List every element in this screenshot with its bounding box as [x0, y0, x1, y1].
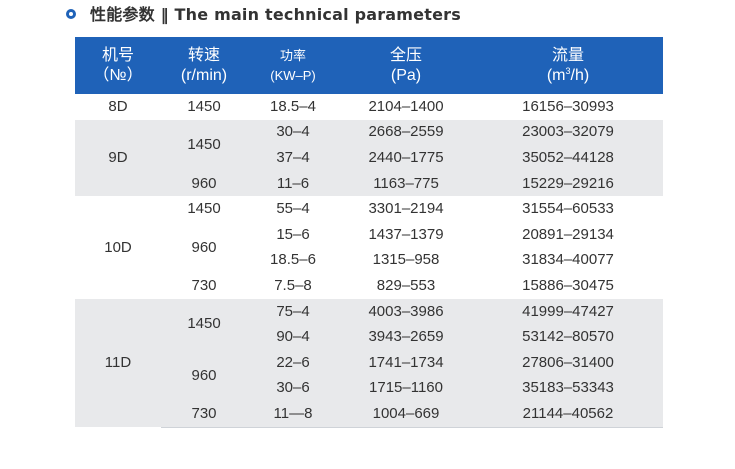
table-row: 730 11—8 1004–669 21144–40562	[75, 401, 663, 428]
pressure-cell: 1741–1734	[339, 349, 473, 376]
pressure-cell: 1437–1379	[339, 221, 473, 248]
table-row: 37–4 2440–1775 35052–44128	[75, 145, 663, 171]
pressure-cell: 3301–2194	[339, 196, 473, 222]
table-row: 8D 1450 18.5–4 2104–1400 16156–30993	[75, 94, 663, 120]
speed-cell: 1450	[161, 196, 247, 222]
pressure-cell: 829–553	[339, 273, 473, 299]
speed-cell: 730	[161, 273, 247, 299]
column-header-flow: 流量 (m3/h)	[473, 37, 663, 94]
pressure-cell: 2440–1775	[339, 145, 473, 171]
column-title: 机号	[101, 46, 134, 64]
flow-cell: 21144–40562	[473, 401, 663, 428]
speed-cell: 1450	[161, 119, 247, 171]
speed-cell: 960	[161, 170, 247, 197]
pressure-cell: 1163–775	[339, 170, 473, 197]
speed-cell: 960	[161, 221, 247, 274]
ring-bullet-icon	[66, 8, 76, 19]
table-header-row: 机号 （№） 转速 (r/min) 功率 (KW–P) 全压 (Pa) 流量 (…	[75, 37, 663, 94]
unit-text: /h)	[570, 66, 590, 84]
speed-cell: 1450	[161, 94, 247, 120]
speed-cell: 730	[161, 401, 247, 428]
flow-cell: 27806–31400	[473, 349, 663, 376]
pressure-cell: 1315–958	[339, 247, 473, 274]
table-row: 9D 1450 30–4 2668–2559 23003–32079	[75, 119, 663, 197]
flow-cell: 15886–30475	[473, 273, 663, 299]
pressure-cell: 1004–669	[339, 401, 473, 428]
column-unit: (KW–P)	[270, 67, 316, 83]
column-title: 全压	[389, 46, 422, 64]
column-header-model: 机号 （№）	[75, 37, 161, 94]
column-unit: (m3/h)	[473, 66, 663, 86]
table-row: 960 15–6 1437–1379 20891–29134	[75, 221, 663, 274]
column-title: 流量	[551, 46, 584, 64]
power-cell: 11—8	[247, 401, 339, 428]
pressure-cell: 2668–2559	[339, 119, 473, 146]
column-header-speed: 转速 (r/min)	[161, 37, 247, 94]
table-row: 10D 1450 55–4 3301–2194 31554–60533	[75, 196, 663, 299]
section-title: 性能参数 ‖ The main technical parameters	[90, 5, 461, 24]
model-cell: 10D	[75, 196, 161, 299]
table-row: 30–6 1715–1160 35183–53343	[75, 375, 663, 402]
pressure-cell: 1715–1160	[339, 375, 473, 402]
flow-cell: 16156–30993	[473, 94, 663, 120]
unit-superscript: 3	[565, 65, 571, 76]
power-cell: 55–4	[247, 196, 339, 222]
power-cell: 37–4	[247, 145, 339, 171]
power-cell: 7.5–8	[247, 273, 339, 299]
flow-cell: 31554–60533	[473, 196, 663, 222]
model-cell: 9D	[75, 119, 161, 197]
column-title: 功率	[279, 47, 306, 63]
flow-cell: 35183–53343	[473, 375, 663, 402]
pressure-cell: 2104–1400	[339, 94, 473, 120]
column-unit: （№）	[93, 66, 143, 84]
model-cell: 11D	[75, 298, 161, 428]
parameters-table: 机号 （№） 转速 (r/min) 功率 (KW–P) 全压 (Pa) 流量 (…	[75, 37, 663, 428]
flow-cell: 53142–80570	[473, 324, 663, 350]
section-heading: 性能参数 ‖ The main technical parameters	[66, 2, 461, 24]
model-cell: 8D	[75, 94, 161, 120]
pressure-cell: 3943–2659	[339, 324, 473, 350]
flow-cell: 31834–40077	[473, 247, 663, 274]
power-cell: 15–6	[247, 221, 339, 248]
column-header-pressure: 全压 (Pa)	[339, 37, 473, 94]
flow-cell: 35052–44128	[473, 145, 663, 171]
column-title: 转速	[187, 46, 220, 64]
table-row: 730 7.5–8 829–553 15886–30475	[75, 273, 663, 299]
flow-cell: 20891–29134	[473, 221, 663, 248]
unit-text: (m	[546, 66, 566, 84]
flow-cell: 15229–29216	[473, 170, 663, 197]
table-row: 11D 1450 75–4 4003–3986 41999–47427	[75, 298, 663, 428]
table-row: 960 22–6 1741–1734 27806–31400	[75, 349, 663, 402]
speed-cell: 960	[161, 349, 247, 402]
table-row: 90–4 3943–2659 53142–80570	[75, 324, 663, 350]
column-header-power: 功率 (KW–P)	[247, 37, 339, 94]
power-cell: 30–6	[247, 375, 339, 402]
column-unit: (Pa)	[390, 66, 422, 84]
column-unit: (r/min)	[180, 66, 228, 84]
power-cell: 90–4	[247, 324, 339, 350]
flow-cell: 23003–32079	[473, 119, 663, 146]
speed-cell: 1450	[161, 298, 247, 350]
pressure-cell: 4003–3986	[339, 298, 473, 325]
power-cell: 18.5–4	[247, 94, 339, 120]
table-row: 18.5–6 1315–958 31834–40077	[75, 247, 663, 274]
power-cell: 22–6	[247, 349, 339, 376]
power-cell: 30–4	[247, 119, 339, 146]
power-cell: 11–6	[247, 170, 339, 197]
table-row: 960 11–6 1163–775 15229–29216	[75, 170, 663, 197]
flow-cell: 41999–47427	[473, 298, 663, 325]
power-cell: 18.5–6	[247, 247, 339, 274]
power-cell: 75–4	[247, 298, 339, 325]
